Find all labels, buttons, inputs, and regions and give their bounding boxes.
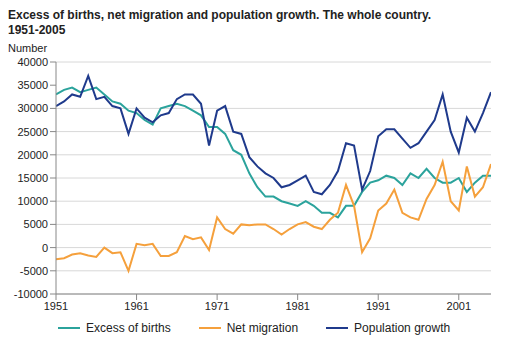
html-text:Net migration: Net migration (226, 321, 299, 335)
svg-text:2001: 2001 (447, 300, 471, 312)
svg-text:20000: 20000 (17, 149, 48, 161)
svg-text:0: 0 (42, 242, 48, 254)
svg-text:1991: 1991 (366, 300, 390, 312)
html-text:Excess of births: Excess of births (86, 321, 171, 335)
html-text:Population growth: Population growth (354, 321, 451, 335)
svg-text:1971: 1971 (205, 300, 229, 312)
svg-text:30000: 30000 (17, 102, 48, 114)
svg-text:35000: 35000 (17, 79, 48, 91)
html-text:Number: Number (8, 42, 48, 54)
svg-text:5000: 5000 (24, 218, 48, 230)
svg-text:1981: 1981 (285, 300, 309, 312)
svg-text:1961: 1961 (124, 300, 148, 312)
svg-text:15000: 15000 (17, 172, 48, 184)
svg-text:-5000: -5000 (20, 265, 48, 277)
svg-text:-10000: -10000 (14, 288, 48, 300)
svg-text:1951: 1951 (44, 300, 68, 312)
svg-text:10000: 10000 (17, 195, 48, 207)
html-text:Excess of births, net migratio: Excess of births, net migration and popu… (8, 8, 432, 37)
svg-text:25000: 25000 (17, 126, 48, 138)
svg-text:40000: 40000 (17, 56, 48, 68)
